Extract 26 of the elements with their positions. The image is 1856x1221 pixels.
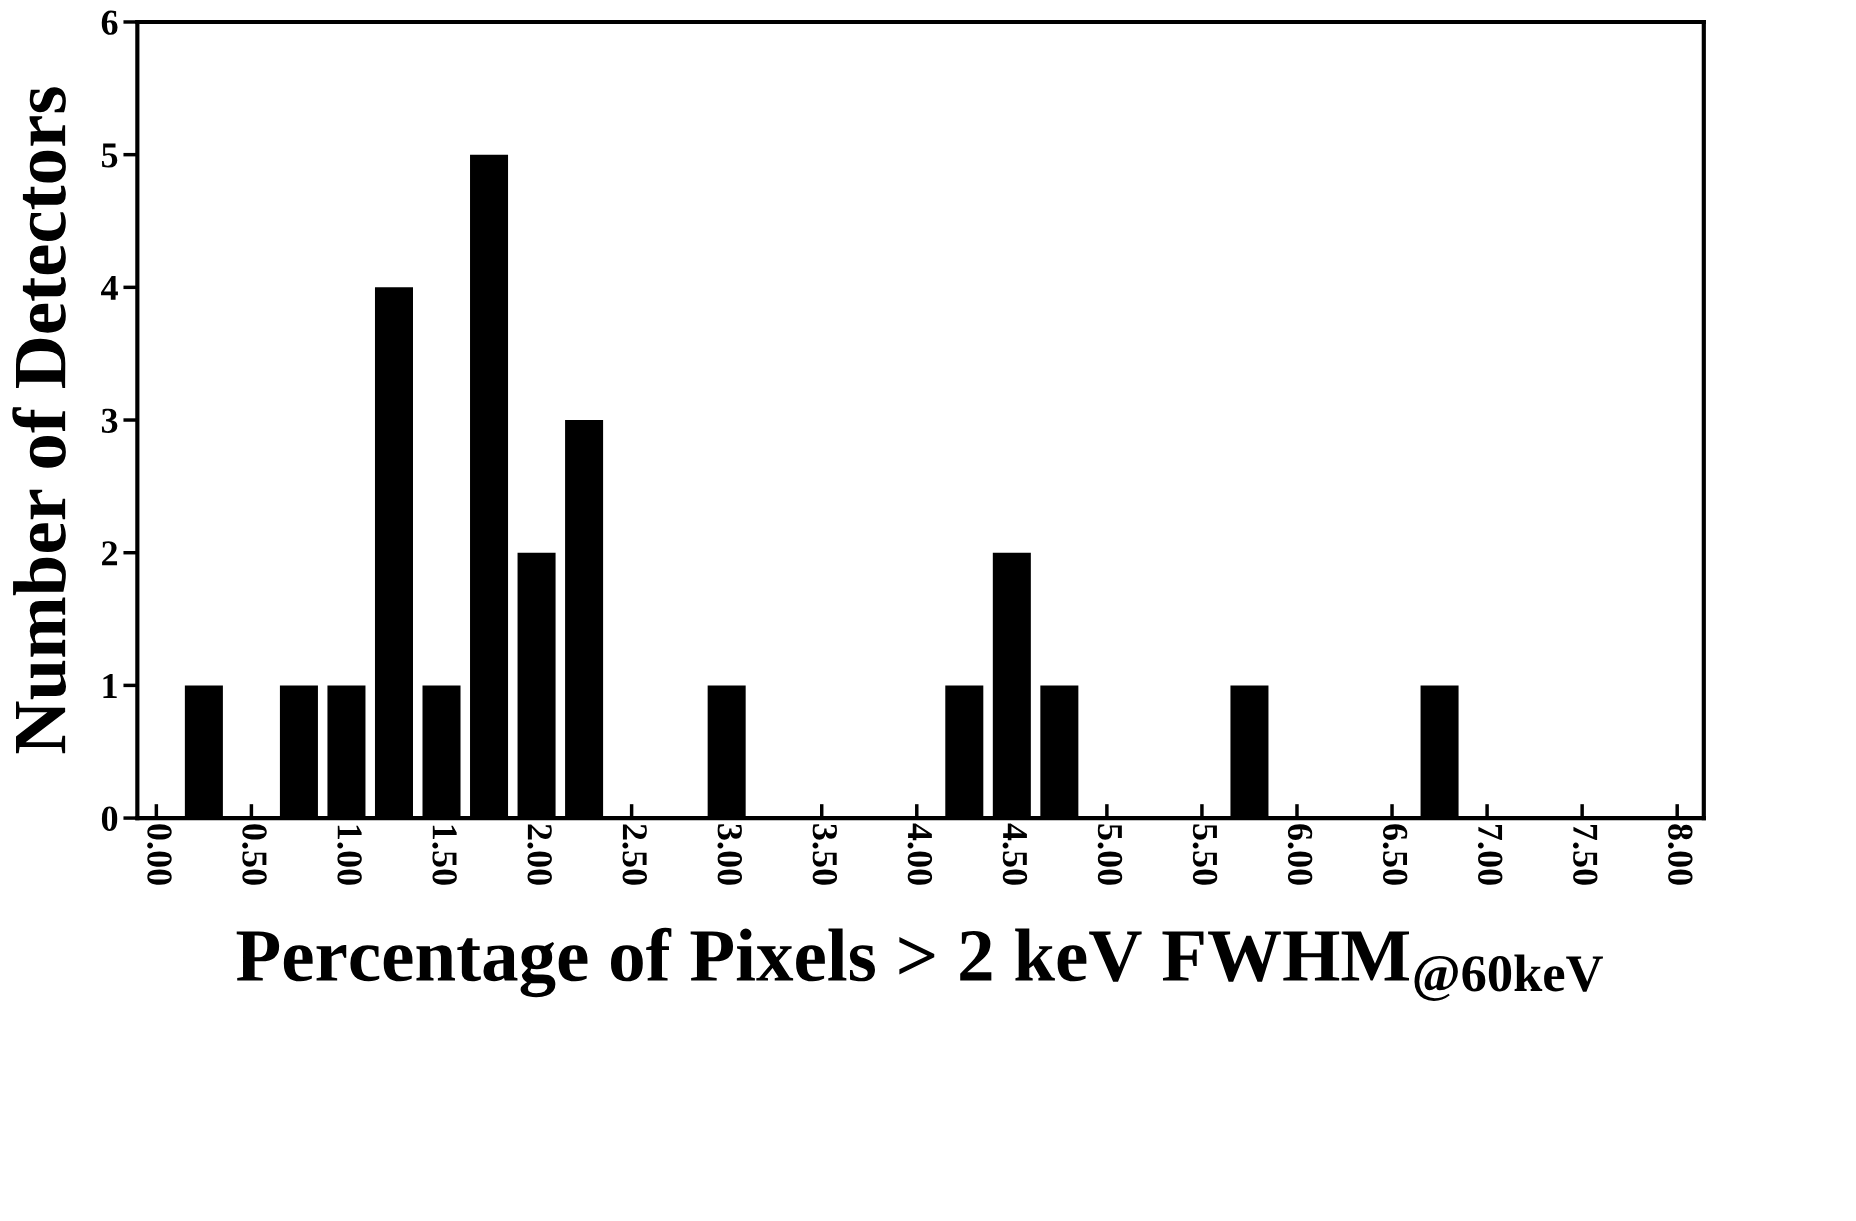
x-tick-label: 5.00 bbox=[1097, 824, 1123, 885]
y-tick-label: 3 bbox=[101, 408, 118, 433]
y-tick-label: 1 bbox=[103, 674, 117, 698]
x-axis-title: Percentage of Pixels > 2 keV FWHM$_{@60keV}$ bbox=[236, 927, 1603, 1001]
y-tick-label: 0 bbox=[101, 806, 118, 831]
x-tick-label: 1.00 bbox=[337, 825, 362, 885]
x-tick-label: 0.00 bbox=[147, 824, 172, 885]
y-tick-label: 5 bbox=[101, 143, 118, 168]
x-tick-label: 4.00 bbox=[907, 823, 933, 885]
y-tick-label: 6 bbox=[101, 10, 118, 35]
y-axis-title: Number of Detectors bbox=[12, 87, 67, 754]
x-tick-label: 6.50 bbox=[1382, 824, 1408, 885]
x-tick-label: 5.50 bbox=[1192, 824, 1218, 885]
x-tick-label: 3.00 bbox=[717, 824, 742, 885]
y-tick-label: 4 bbox=[101, 276, 118, 300]
x-tick-label: 2.50 bbox=[622, 824, 647, 885]
x-tick-label: 1.50 bbox=[432, 825, 457, 885]
y-tick-label: 2 bbox=[102, 541, 118, 566]
x-tick-label: 8.00 bbox=[1668, 824, 1693, 885]
x-tick-label: 2.00 bbox=[527, 824, 552, 885]
x-tick-label: 3.50 bbox=[812, 824, 838, 885]
x-tick-label: 7.50 bbox=[1572, 825, 1598, 885]
x-tick-label: 6.00 bbox=[1287, 824, 1313, 885]
x-tick-label: 7.00 bbox=[1477, 825, 1503, 885]
x-tick-label: 0.50 bbox=[242, 824, 267, 885]
x-tick-label: 4.50 bbox=[1002, 823, 1028, 885]
